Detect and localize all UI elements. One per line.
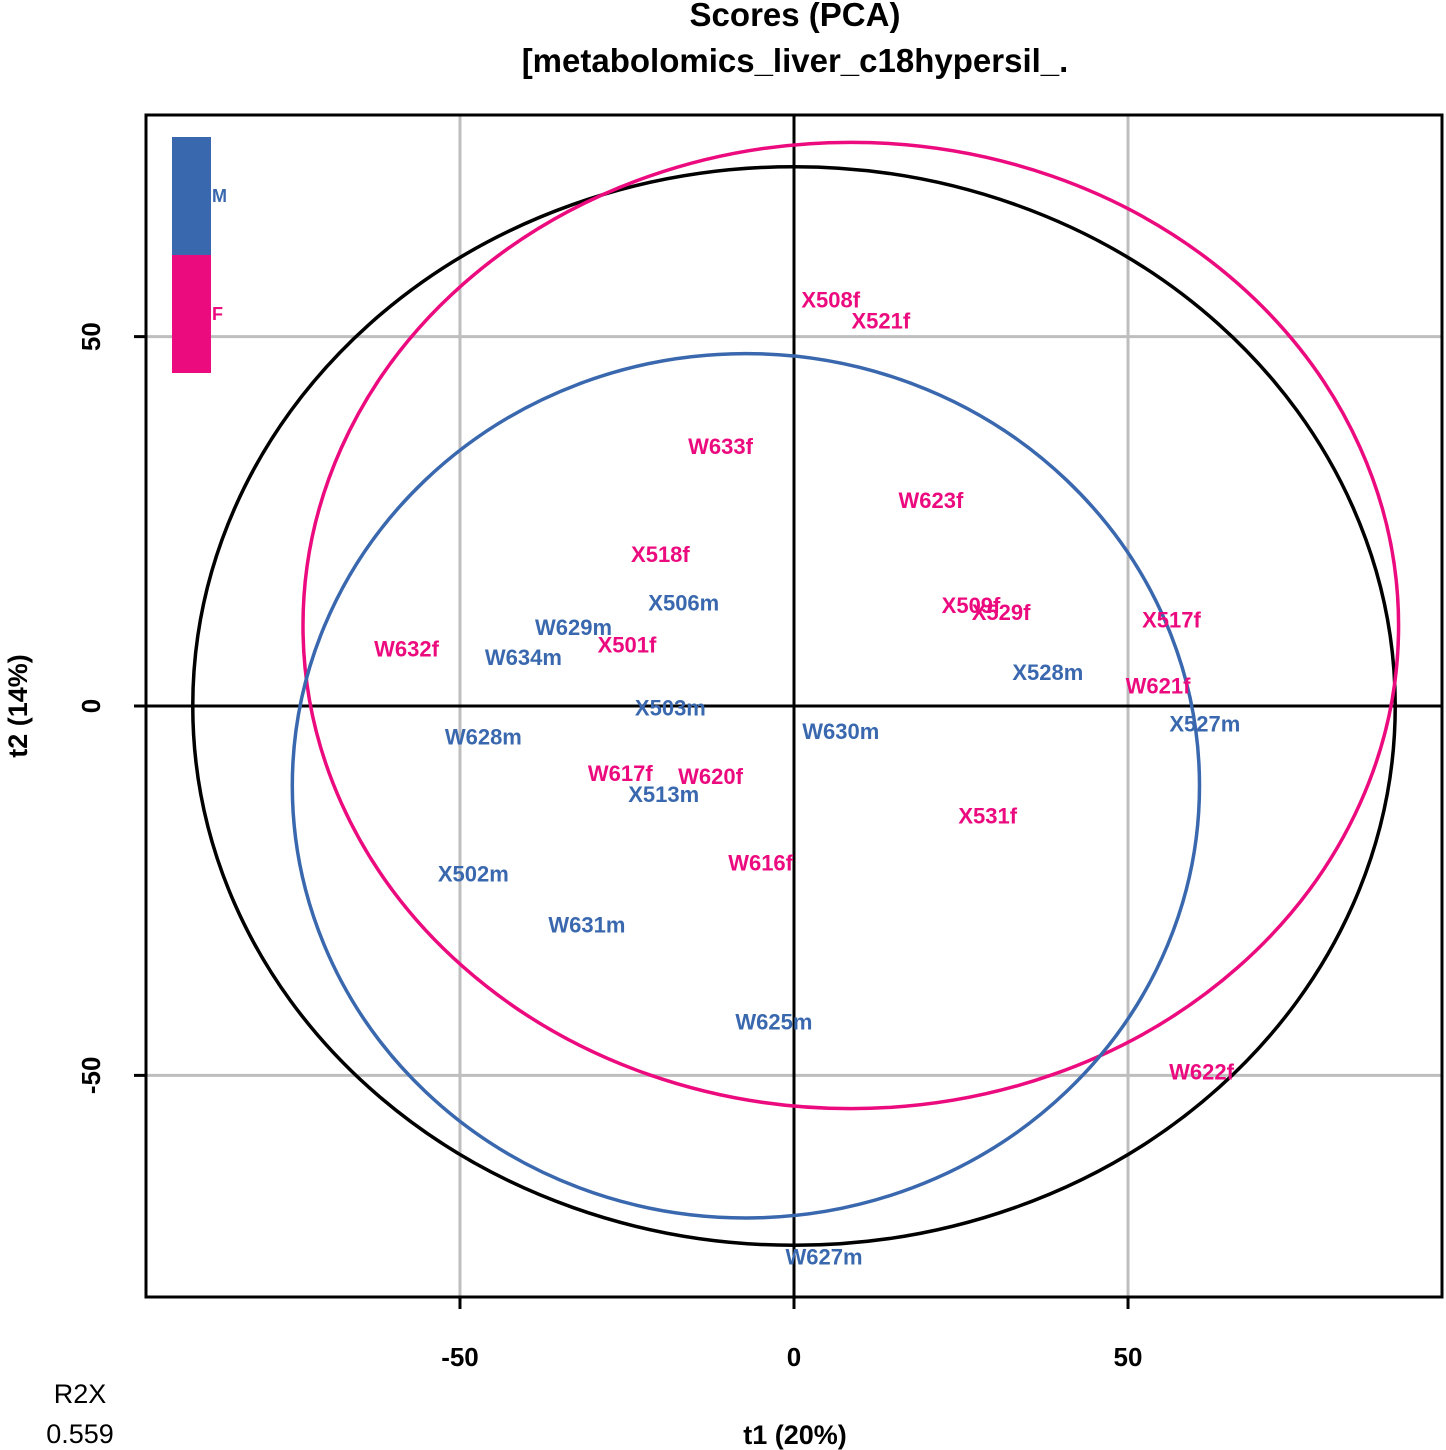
point-label-w620f: W620f (678, 764, 743, 789)
point-label-x513m: X513m (628, 782, 699, 807)
x-tick-label-1: 0 (787, 1342, 801, 1372)
point-label-w622f: W622f (1169, 1060, 1234, 1085)
zero-axes (146, 115, 1442, 1297)
r2x-value: 0.559 (46, 1419, 114, 1449)
ellipse-all (191, 164, 1397, 1248)
point-label-x529f: X529f (972, 600, 1031, 625)
legend-swatch-m (172, 137, 211, 255)
point-label-w628m: W628m (445, 724, 522, 749)
legend-swatch-f (172, 255, 211, 373)
x-axis-ticks: -50 0 50 (441, 1297, 1142, 1372)
point-label-w616f: W616f (728, 851, 793, 876)
point-label-x517f: X517f (1142, 608, 1201, 633)
point-label-w632f: W632f (374, 636, 439, 661)
y-axis-label: t2 (14%) (3, 654, 33, 758)
y-axis-ticks: -50 0 50 (76, 322, 146, 1094)
point-label-x528m: X528m (1012, 660, 1083, 685)
chart-subtitle: [metabolomics_liver_c18hypersil_. (522, 42, 1069, 79)
x-tick-label-0: -50 (441, 1342, 479, 1372)
point-label-x503m: X503m (635, 695, 706, 720)
point-label-x531f: X531f (958, 803, 1017, 828)
r2x-label: R2X (54, 1379, 107, 1409)
point-label-x509f: X509f (942, 593, 1001, 618)
legend-label-m: M (212, 186, 227, 206)
point-label-w633f: W633f (688, 434, 753, 459)
point-label-w631m: W631m (548, 913, 625, 938)
chart-title: Scores (PCA) (690, 0, 901, 33)
point-label-x506m: X506m (648, 591, 719, 616)
point-label-w623f: W623f (899, 488, 964, 513)
point-label-x527m: X527m (1169, 712, 1240, 737)
y-tick-label-2: 50 (76, 322, 106, 351)
y-tick-label-1: 0 (76, 699, 106, 713)
legend-label-f: F (212, 304, 223, 324)
point-label-w634m: W634m (485, 645, 562, 670)
score-points: X506m W629m W634m X528m X503m W628m W630m X527m… (374, 288, 1240, 1270)
point-label-x502m: X502m (438, 862, 509, 887)
point-label-x501f: X501f (598, 633, 657, 658)
x-tick-label-2: 50 (1114, 1342, 1143, 1372)
point-label-x518f: X518f (631, 542, 690, 567)
ellipse-m (290, 351, 1202, 1220)
legend: MF (172, 137, 227, 373)
point-label-w617f: W617f (588, 761, 653, 786)
confidence-ellipses (191, 140, 1401, 1248)
point-label-x508f: X508f (801, 288, 860, 313)
x-axis-label: t1 (20%) (743, 1420, 847, 1450)
y-tick-label-0: -50 (76, 1057, 106, 1095)
point-label-w621f: W621f (1126, 673, 1191, 698)
point-label-w625m: W625m (735, 1009, 812, 1034)
ellipse-f (301, 140, 1401, 1111)
point-label-x521f: X521f (851, 308, 910, 333)
point-label-w627m: W627m (786, 1244, 863, 1269)
point-label-w629m: W629m (535, 615, 612, 640)
point-label-w630m: W630m (802, 719, 879, 744)
